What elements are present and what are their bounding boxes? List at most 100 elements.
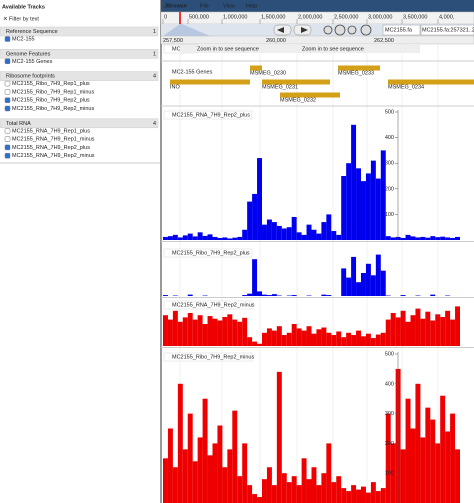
track-checkbox[interactable]	[4, 152, 11, 159]
coverage-bar	[405, 234, 411, 240]
coverage-bar	[356, 330, 361, 346]
coverage-bar	[247, 293, 253, 296]
track-checkbox[interactable]	[4, 58, 11, 65]
coverage-bar	[242, 229, 248, 240]
zoom-button[interactable]	[334, 24, 346, 36]
coverage-bar	[252, 494, 258, 503]
track-checkbox[interactable]	[4, 128, 11, 134]
section-header[interactable]	[0, 71, 159, 81]
gene-feature[interactable]	[250, 65, 262, 71]
track-checkbox[interactable]	[4, 97, 11, 103]
clear-icon: ✕	[3, 16, 8, 22]
coverage-bar	[425, 237, 431, 240]
coverage-bar	[291, 324, 297, 346]
location-box[interactable]	[420, 24, 474, 36]
zoom-button[interactable]	[323, 25, 333, 35]
coverage-bar	[405, 321, 411, 346]
track-label-box	[163, 110, 253, 120]
section-header[interactable]	[0, 118, 159, 129]
gene-name: MSMEG_0230	[250, 70, 286, 76]
gene-track-label: MC2-155 Genes	[172, 69, 213, 75]
menu-item[interactable]: File	[200, 3, 209, 9]
coverage-bar	[385, 319, 391, 346]
coverage-bar	[306, 326, 312, 346]
section-name: Genome Features	[6, 51, 51, 57]
coverage-bar	[286, 482, 292, 503]
coverage-bar	[450, 319, 456, 346]
coverage-bar	[375, 334, 381, 346]
coverage-bar	[375, 254, 381, 296]
coverage-bar	[435, 314, 441, 346]
track-label[interactable]: MC2155_Ribo_7H9_Rep1_plus	[12, 81, 90, 87]
coverage-bar	[202, 398, 208, 503]
coverage-bar	[425, 311, 431, 346]
coverage-bar	[291, 295, 297, 296]
coverage-bar	[202, 235, 208, 240]
coverage-bar	[440, 236, 446, 240]
coverage-bar	[217, 320, 223, 346]
y-tick-label: 200	[385, 441, 394, 447]
coverage-bar	[316, 233, 322, 240]
coverage-bar	[445, 431, 451, 503]
track-checkbox[interactable]	[4, 89, 11, 95]
track-label-box	[163, 300, 253, 310]
coverage-bar	[326, 443, 332, 503]
gene-feature[interactable]	[262, 79, 330, 85]
coverage-bar	[247, 337, 253, 346]
track-checkbox[interactable]	[4, 80, 11, 87]
menu-item[interactable]: Help	[246, 3, 257, 9]
track-label[interactable]: MC2155_Ribo_7H9_Rep2_minus	[12, 106, 94, 112]
track-label[interactable]: MC2155_RNA_7H9_Rep1_minus	[12, 137, 95, 143]
section-header[interactable]	[0, 49, 159, 59]
section-header[interactable]	[0, 26, 159, 37]
overview-label: 1,000,000	[223, 14, 247, 20]
coverage-bar	[410, 428, 416, 503]
track-label[interactable]: MC2155_RNA_7H9_Rep1_plus	[12, 128, 90, 134]
track-label: MC2155_RNA_7H9_Rep2_minus	[172, 302, 255, 308]
coverage-bar	[252, 259, 258, 296]
gene-feature[interactable]	[338, 65, 380, 71]
track-label[interactable]: MC2155_Ribo_7H9_Rep1_minus	[12, 89, 94, 95]
track-checkbox[interactable]	[4, 36, 11, 42]
coverage-bar	[445, 310, 451, 346]
gene-feature[interactable]	[388, 79, 474, 85]
coverage-bar	[266, 295, 272, 296]
track-checkbox[interactable]	[4, 105, 11, 112]
coverage-bar	[172, 310, 178, 346]
coverage-bar	[311, 333, 317, 346]
coverage-bar	[242, 295, 248, 296]
coverage-bar	[455, 306, 460, 346]
brand: JBrowse	[164, 3, 187, 9]
scale-bar	[160, 35, 474, 45]
track-label[interactable]: MC2155_RNA_7H9_Rep2_minus	[12, 153, 95, 159]
coverage-bar	[296, 328, 302, 346]
coverage-bar	[192, 236, 198, 240]
track-label[interactable]: MC2155_RNA_7H9_Rep2_plus	[12, 145, 90, 151]
ref-message-box	[300, 45, 420, 53]
coverage-bar	[276, 326, 282, 346]
location-text: MC2155.fa:257321..26	[422, 27, 474, 33]
coverage-bar	[306, 224, 312, 240]
sequence-select[interactable]	[382, 24, 421, 36]
track-label[interactable]: MC2-155	[12, 36, 35, 42]
track-label[interactable]: MC2-155 Genes	[12, 59, 53, 65]
gene-name: MSMEG_0231	[262, 84, 298, 90]
gene-feature[interactable]	[170, 79, 250, 85]
coverage-bar	[341, 268, 347, 296]
section-count: 1	[153, 29, 156, 35]
gene-feature[interactable]	[280, 92, 340, 98]
coverage-bar	[390, 313, 396, 346]
coverage-bar	[262, 332, 267, 346]
zoom-button[interactable]	[360, 24, 372, 36]
filter-input[interactable]: Filter by text	[9, 16, 39, 22]
coverage-bar	[321, 327, 327, 346]
track-checkbox[interactable]	[4, 144, 11, 151]
zoom-button[interactable]	[347, 25, 357, 35]
coverage-bar	[266, 328, 272, 346]
sequence-name: MC2155.fa	[385, 27, 413, 33]
coverage-bar	[207, 455, 213, 503]
track-checkbox[interactable]	[4, 136, 11, 142]
track-label[interactable]: MC2155_Ribo_7H9_Rep2_plus	[12, 98, 90, 104]
menu-item[interactable]: View	[223, 3, 235, 9]
